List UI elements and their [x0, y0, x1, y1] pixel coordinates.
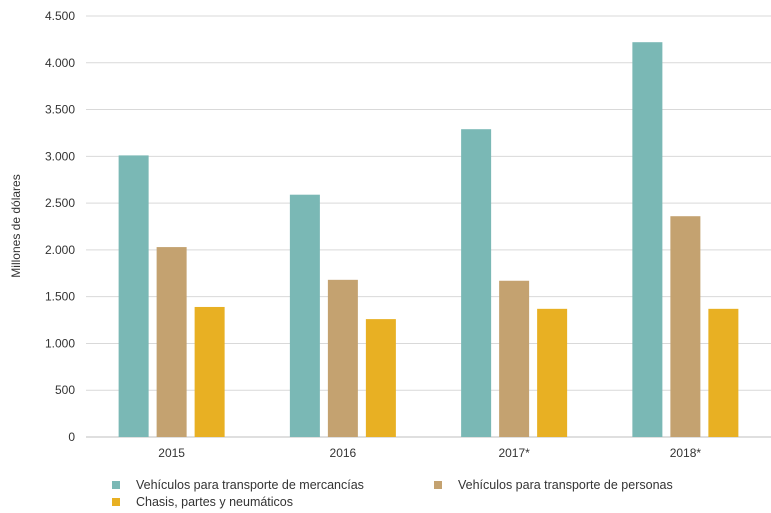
x-axis-tick-labels: 2015 2016 2017* 2018* [158, 446, 701, 460]
y-axis-label: Millones de dólares [9, 174, 23, 277]
bar-2018-series-0 [632, 42, 663, 437]
y-tick-label: 3.000 [45, 149, 75, 163]
gridlines [86, 15, 771, 438]
legend-swatch-personas [434, 481, 442, 489]
x-tick-label: 2016 [330, 446, 357, 460]
bar-2018-series-2 [708, 308, 739, 437]
legend: Vehículos para transporte de mercancías … [112, 478, 752, 512]
bar-2016-series-1 [327, 279, 358, 437]
legend-swatch-mercancias [112, 481, 120, 489]
bars [118, 42, 739, 438]
bar-2016-series-0 [289, 194, 320, 437]
y-tick-label: 4.000 [45, 56, 75, 70]
x-tick-label: 2018* [670, 446, 702, 460]
legend-label-chasis: Chasis, partes y neumáticos [136, 495, 294, 509]
y-tick-label: 1.500 [45, 290, 75, 304]
bar-2017-series-1 [499, 280, 530, 437]
legend-item-mercancias: Vehículos para transporte de mercancías [112, 478, 364, 492]
bar-2015-series-2 [194, 306, 225, 437]
x-tick-label: 2017* [498, 446, 530, 460]
legend-swatch-chasis [112, 498, 120, 506]
bar-2017-series-2 [537, 308, 568, 437]
y-tick-label: 2.500 [45, 196, 75, 210]
legend-item-chasis: Chasis, partes y neumáticos [112, 495, 293, 509]
y-tick-label: 0 [68, 430, 75, 444]
bar-2016-series-2 [365, 319, 396, 437]
y-axis-tick-labels: 0 500 1.000 1.500 2.000 2.500 3.000 3.500 4.000 4… [45, 9, 75, 444]
y-tick-label: 3.500 [45, 103, 75, 117]
y-tick-label: 500 [55, 383, 75, 397]
y-tick-label: 2.000 [45, 243, 75, 257]
bar-2018-series-1 [670, 216, 701, 437]
bar-2015-series-0 [118, 155, 149, 438]
bar-2015-series-1 [156, 247, 187, 437]
legend-label-mercancias: Vehículos para transporte de mercancías [136, 478, 364, 492]
bar-2017-series-0 [461, 129, 492, 438]
y-tick-label: 1.000 [45, 336, 75, 350]
x-tick-label: 2015 [158, 446, 185, 460]
y-tick-label: 4.500 [45, 9, 75, 23]
legend-item-personas: Vehículos para transporte de personas [434, 478, 673, 492]
legend-label-personas: Vehículos para transporte de personas [458, 478, 673, 492]
bar-chart: 0 500 1.000 1.500 2.000 2.500 3.000 3.500 4.000 4… [9, 9, 771, 460]
